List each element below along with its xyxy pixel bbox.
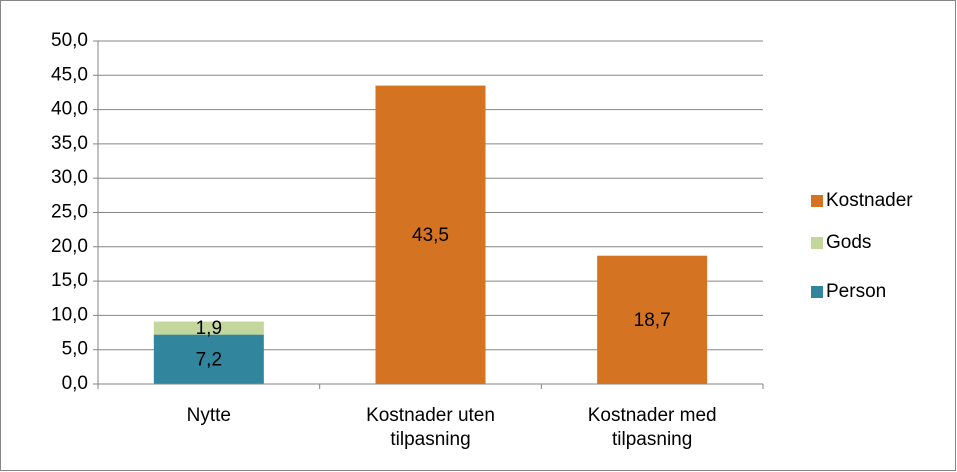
value-label: 43,5: [412, 225, 449, 246]
bar-segment: [153, 321, 264, 335]
legend-label: Person: [826, 281, 886, 302]
x-tick-label: Nytte: [186, 405, 231, 426]
y-tick-label: 15,0: [51, 270, 88, 291]
y-tick-label: 50,0: [51, 30, 88, 51]
y-tick-label: 25,0: [51, 202, 88, 223]
bar-segment: [375, 85, 486, 384]
legend-label: Gods: [826, 232, 871, 253]
x-tick-label: Kostnader uten tilpasning: [366, 405, 495, 450]
value-label: 18,7: [634, 310, 671, 331]
value-label: 7,2: [196, 349, 222, 370]
y-tick-label: 45,0: [51, 64, 88, 85]
y-tick-label: 0,0: [62, 373, 88, 394]
y-tick-label: 20,0: [51, 236, 88, 257]
y-tick-label: 10,0: [51, 304, 88, 325]
legend-swatch: [811, 286, 823, 298]
y-tick-label: 40,0: [51, 99, 88, 120]
y-tick-label: 35,0: [51, 133, 88, 154]
x-tick-label: Kostnader med tilpasning: [587, 405, 717, 450]
y-tick-label: 30,0: [51, 167, 88, 188]
bar-segment: [597, 255, 708, 384]
legend-swatch: [811, 195, 823, 207]
legend-swatch: [811, 237, 823, 249]
y-tick-label: 5,0: [62, 339, 88, 360]
bar-segment: [153, 334, 264, 384]
value-label: 1,9: [196, 318, 222, 339]
legend-label: Kostnader: [826, 190, 913, 211]
